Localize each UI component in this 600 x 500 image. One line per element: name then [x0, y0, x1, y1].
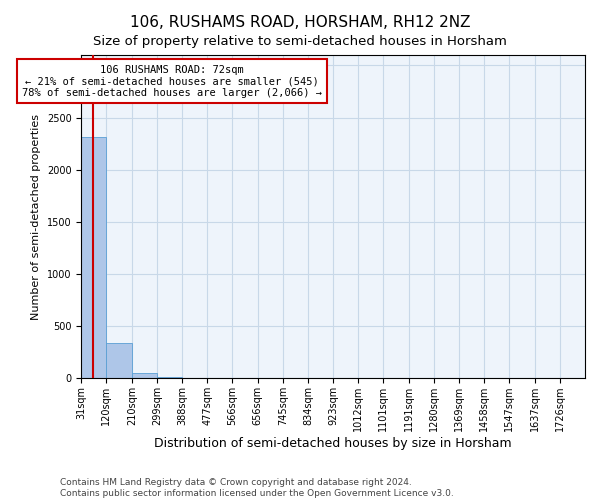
Bar: [106, 344, 132, 378]
Text: 106 RUSHAMS ROAD: 72sqm
← 21% of semi-detached houses are smaller (545)
78% of s: 106 RUSHAMS ROAD: 72sqm ← 21% of semi-de…: [22, 64, 322, 98]
Text: Size of property relative to semi-detached houses in Horsham: Size of property relative to semi-detach…: [93, 35, 507, 48]
Text: Contains HM Land Registry data © Crown copyright and database right 2024.
Contai: Contains HM Land Registry data © Crown c…: [60, 478, 454, 498]
Bar: [82, 138, 106, 378]
X-axis label: Distribution of semi-detached houses by size in Horsham: Distribution of semi-detached houses by …: [154, 437, 512, 450]
Y-axis label: Number of semi-detached properties: Number of semi-detached properties: [31, 114, 41, 320]
Bar: [132, 373, 157, 378]
Text: 106, RUSHAMS ROAD, HORSHAM, RH12 2NZ: 106, RUSHAMS ROAD, HORSHAM, RH12 2NZ: [130, 15, 470, 30]
